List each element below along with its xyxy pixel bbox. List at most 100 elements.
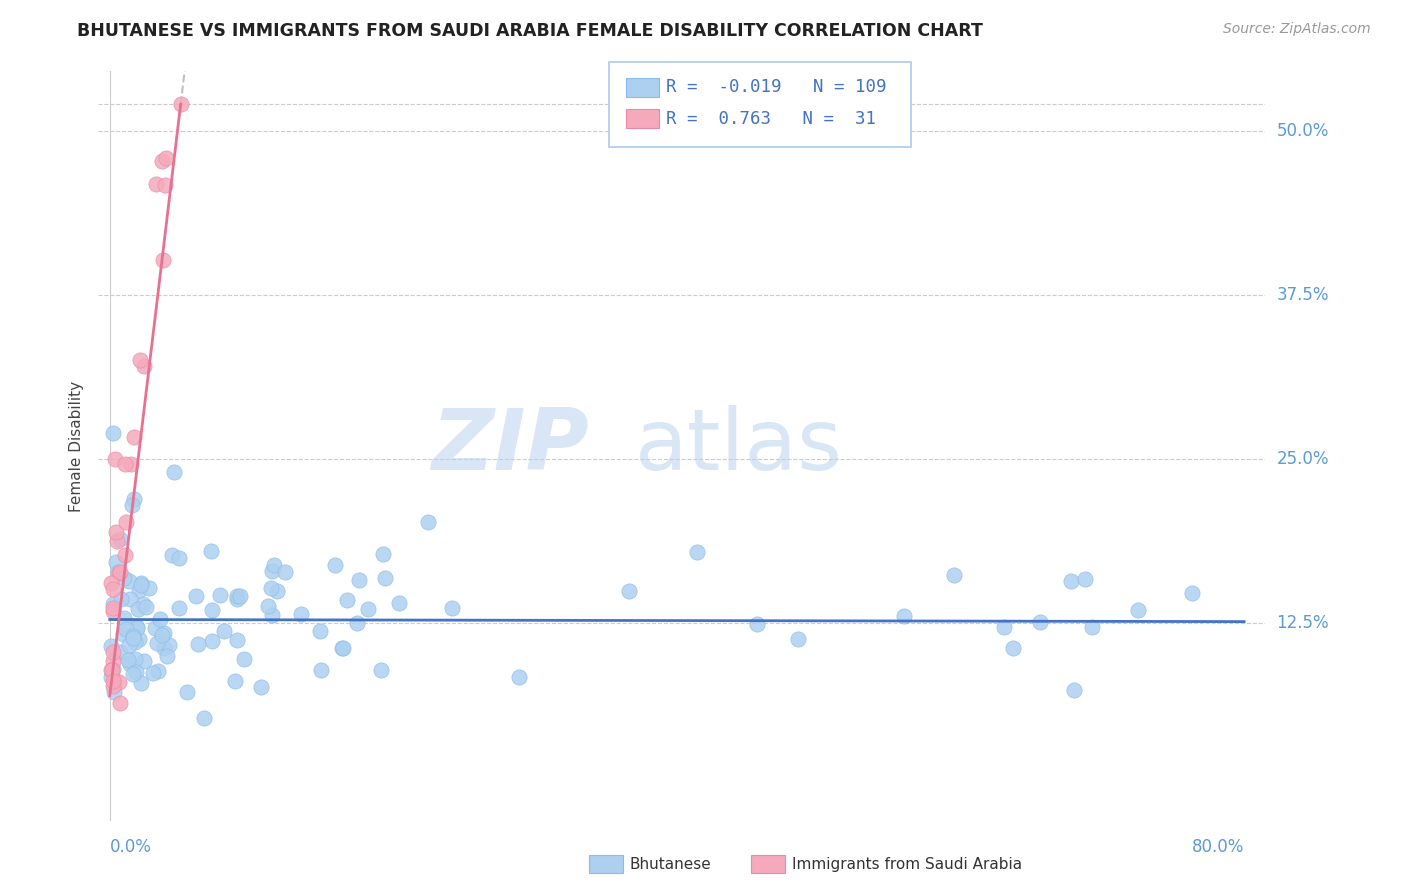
Text: ZIP: ZIP — [430, 404, 589, 488]
Point — [104, 452, 127, 467]
Point — [323, 558, 346, 573]
Text: Female Disability: Female Disability — [69, 380, 84, 512]
Point — [124, 635, 146, 649]
Point — [138, 581, 160, 595]
Point — [156, 649, 179, 664]
Point — [112, 571, 135, 585]
Point — [163, 465, 186, 479]
Point — [212, 624, 235, 638]
Point — [686, 545, 709, 559]
Point — [101, 600, 124, 615]
Point — [132, 654, 155, 668]
Point — [128, 353, 150, 368]
Point — [110, 592, 132, 607]
Point — [114, 623, 136, 637]
Point — [146, 636, 169, 650]
Point — [122, 629, 145, 643]
Point — [249, 680, 271, 694]
Point — [201, 603, 224, 617]
Point — [200, 544, 222, 558]
Point — [346, 616, 368, 631]
Point — [160, 548, 183, 562]
Point — [121, 667, 143, 681]
Point — [893, 608, 915, 623]
Point — [107, 565, 129, 579]
Point — [146, 664, 169, 678]
Text: 12.5%: 12.5% — [1277, 615, 1329, 632]
Point — [118, 574, 141, 588]
Point — [186, 589, 208, 603]
Point — [508, 670, 530, 684]
Point — [186, 637, 208, 651]
Point — [357, 601, 380, 615]
Point — [263, 558, 285, 573]
Point — [229, 589, 252, 603]
Point — [110, 565, 132, 579]
Point — [114, 548, 136, 562]
Point — [374, 571, 396, 585]
Point — [101, 663, 124, 677]
Point — [262, 564, 284, 578]
Point — [787, 632, 810, 647]
Point — [125, 665, 148, 680]
Point — [101, 582, 124, 596]
Point — [120, 592, 142, 607]
Point — [1063, 682, 1085, 697]
Point — [169, 97, 191, 112]
Point — [1001, 640, 1024, 655]
Point — [128, 632, 150, 646]
Point — [257, 599, 280, 614]
Point — [127, 622, 149, 636]
Point — [1181, 585, 1204, 599]
Point — [129, 676, 152, 690]
Point — [129, 576, 152, 591]
Point — [224, 674, 246, 689]
Text: R =  0.763   N =  31: R = 0.763 N = 31 — [666, 110, 876, 128]
Point — [117, 653, 139, 667]
Point — [1081, 620, 1104, 634]
Point — [122, 631, 145, 645]
Point — [370, 663, 392, 677]
Point — [103, 685, 125, 699]
Point — [225, 589, 247, 603]
Point — [1074, 573, 1097, 587]
Point — [153, 640, 176, 655]
Point — [311, 664, 333, 678]
Point — [347, 573, 370, 587]
Point — [233, 652, 256, 666]
Point — [260, 581, 283, 595]
Point — [201, 634, 224, 648]
Point — [388, 597, 411, 611]
Point — [128, 583, 150, 598]
Point — [104, 556, 127, 570]
Point — [1029, 615, 1052, 630]
Point — [993, 620, 1015, 634]
Point — [121, 499, 143, 513]
Point — [127, 602, 149, 616]
Point — [176, 685, 198, 699]
Point — [100, 670, 122, 684]
Point — [225, 633, 247, 648]
Point — [101, 654, 124, 668]
Point — [118, 638, 141, 652]
Point — [131, 597, 153, 611]
Point — [108, 533, 131, 547]
Point — [149, 612, 172, 626]
Point — [330, 640, 353, 655]
Point — [124, 491, 146, 506]
Point — [124, 652, 146, 666]
Point — [108, 566, 131, 580]
Point — [332, 641, 354, 656]
Point — [441, 601, 464, 615]
Point — [226, 592, 249, 607]
Point — [290, 607, 312, 621]
Point — [108, 645, 131, 659]
Point — [101, 597, 124, 611]
Point — [122, 430, 145, 444]
Point — [120, 457, 142, 471]
Point — [308, 624, 330, 639]
Point — [101, 645, 124, 659]
Point — [112, 627, 135, 641]
Point — [747, 616, 769, 631]
Text: 50.0%: 50.0% — [1277, 121, 1329, 139]
